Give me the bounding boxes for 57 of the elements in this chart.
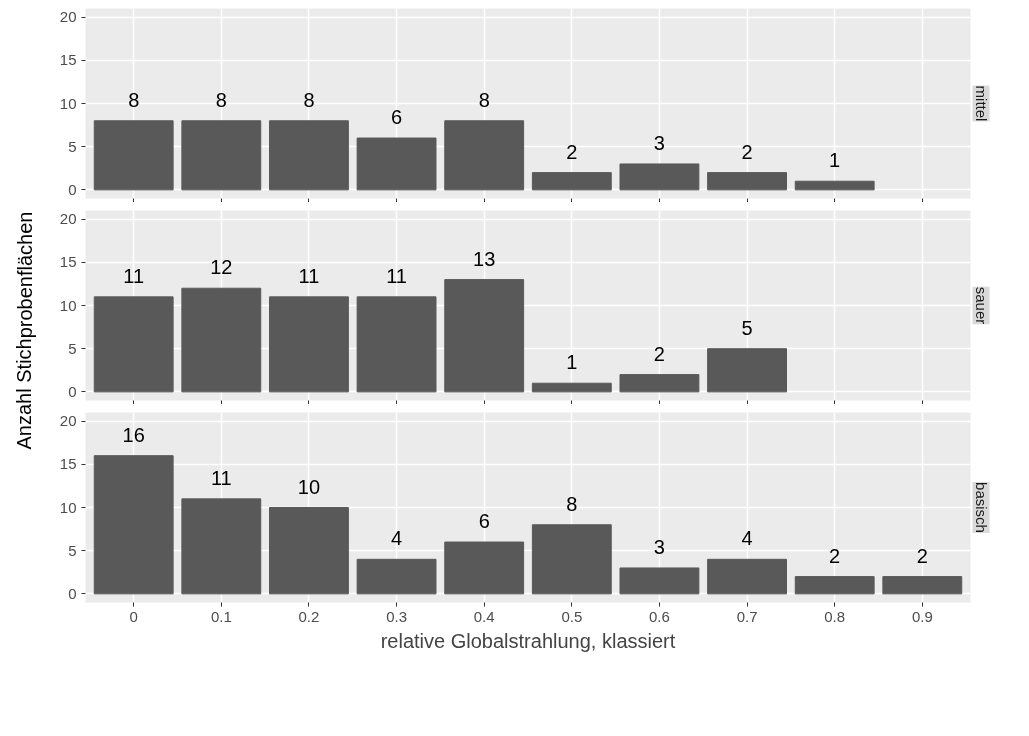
data-label: 11 [386,264,407,287]
x-axis-title: relative Globalstrahlung, klassiert [380,629,676,652]
data-label: 8 [478,88,490,111]
y-tick-label: 5 [68,339,77,357]
data-label: 1 [829,149,841,172]
data-label: 1 [566,351,578,374]
data-label: 11 [210,466,232,489]
data-label: 2 [741,140,753,163]
data-label: 3 [653,131,665,154]
data-label: 2 [653,342,665,365]
x-tick-label: 0 [129,607,138,625]
y-tick-label: 20 [59,210,77,228]
y-tick-label: 15 [59,51,77,69]
y-tick-label: 5 [68,137,77,155]
y-tick-label: 20 [59,8,77,26]
x-tick-label: 0.4 [473,607,495,625]
data-label: 11 [123,264,145,287]
data-label: 8 [215,88,227,111]
y-tick-label: 0 [68,584,77,602]
x-tick-label: 0.6 [649,607,670,625]
data-label: 11 [298,264,320,287]
data-label: 12 [210,256,233,279]
y-tick-label: 20 [59,412,77,430]
text: basisch [972,482,990,533]
data-label: 4 [391,527,403,550]
data-label: 2 [916,544,928,567]
data-label: 2 [829,544,841,567]
y-tick-label: 10 [59,296,77,314]
y-axis-title: Anzahl Stichprobenflächen [13,211,36,450]
data-label: 5 [741,316,753,339]
y-tick-label: 10 [59,94,77,112]
x-tick-label: 0.1 [210,607,232,625]
x-tick-label: 0.5 [561,607,583,625]
data-label: 4 [741,527,753,550]
data-label: 6 [391,106,403,129]
data-label: 16 [122,423,145,446]
data-label: 3 [653,535,665,558]
data-label: 8 [566,492,578,515]
y-tick-label: 0 [68,180,77,198]
data-label: 10 [297,475,321,498]
y-tick-label: 10 [59,498,77,516]
x-tick-label: 0.3 [386,607,407,625]
y-tick-label: 15 [59,253,77,271]
x-tick-label: 0.8 [824,607,846,625]
data-label: 8 [128,88,140,111]
x-tick-label: 0.9 [911,607,933,625]
x-tick-label: 0.7 [736,607,758,625]
x-tick-label: 0.2 [298,607,320,625]
text: sauer [972,286,990,325]
data-label: 8 [303,88,315,111]
y-tick-label: 0 [68,382,77,400]
text: mittel [972,85,990,122]
data-label: 2 [566,140,578,163]
data-label: 6 [478,510,490,533]
y-tick-label: 5 [68,541,77,559]
y-tick-label: 15 [59,455,77,473]
data-label: 13 [473,247,496,270]
